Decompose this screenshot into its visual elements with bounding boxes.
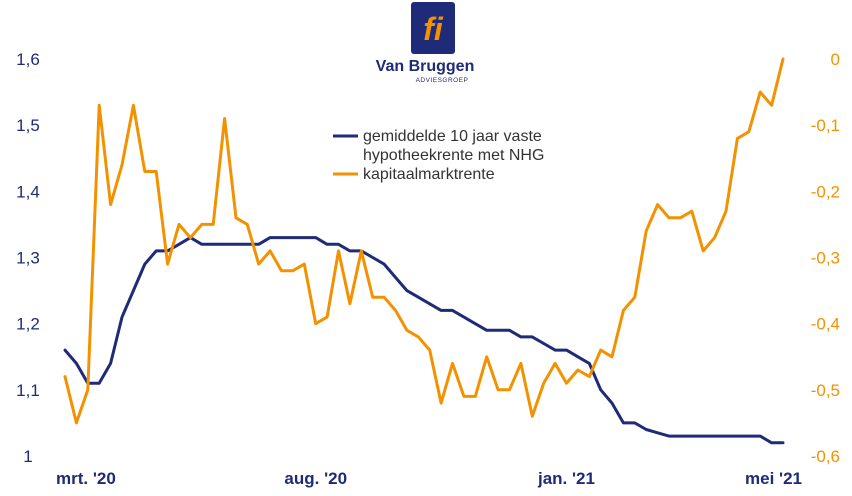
y-right-tick-label: 0 bbox=[831, 50, 840, 69]
logo-tagline: ADVIESGROEP bbox=[416, 77, 469, 84]
y-right-tick-label: -0,6 bbox=[811, 447, 840, 466]
y-left-tick-label: 1,1 bbox=[16, 381, 40, 400]
y-right-tick-label: -0,2 bbox=[811, 182, 840, 201]
y-left-tick-label: 1,6 bbox=[16, 50, 40, 69]
logo-monogram: fi bbox=[423, 11, 444, 47]
x-tick-label: jan. '21 bbox=[537, 469, 595, 488]
logo-monogram-badge bbox=[411, 2, 455, 54]
series-line-2 bbox=[63, 57, 785, 425]
series-line-1 bbox=[63, 236, 785, 445]
y-right-tick-label: -0,3 bbox=[811, 249, 840, 268]
legend: gemiddelde 10 jaar vaste hypotheekrente m… bbox=[333, 128, 544, 183]
y-left-tick-label: 1,4 bbox=[16, 182, 40, 201]
y-left-tick-label: 1 bbox=[23, 447, 32, 466]
y-axis-right: -0,6 -0,5 -0,4 -0,3 -0,2 -0,1 0 bbox=[811, 50, 840, 466]
y-right-tick-label: -0,1 bbox=[811, 116, 840, 135]
y-right-tick-label: -0,4 bbox=[811, 315, 840, 334]
legend-label-1: gemiddelde 10 jaar vaste bbox=[363, 128, 542, 145]
x-tick-label: mei '21 bbox=[745, 469, 802, 488]
y-left-tick-label: 1,5 bbox=[16, 116, 40, 135]
x-tick-label: mrt. '20 bbox=[56, 469, 116, 488]
legend-label-1: hypotheekrente met NHG bbox=[363, 147, 544, 164]
y-left-tick-label: 1,3 bbox=[16, 249, 40, 268]
company-logo: fi Van Bruggen ADVIESGROEP bbox=[376, 2, 475, 84]
legend-label-2: kapitaalmarktrente bbox=[363, 166, 495, 183]
y-right-tick-label: -0,5 bbox=[811, 381, 840, 400]
x-axis: mrt. '20 aug. '20 jan. '21 mei '21 bbox=[56, 469, 802, 488]
series-layer bbox=[63, 57, 785, 445]
y-left-tick-label: 1,2 bbox=[16, 315, 40, 334]
y-axis-left: 1 1,1 1,2 1,3 1,4 1,5 1,6 bbox=[16, 50, 40, 466]
x-tick-label: aug. '20 bbox=[284, 469, 347, 488]
logo-wordmark: Van Bruggen bbox=[376, 58, 475, 75]
